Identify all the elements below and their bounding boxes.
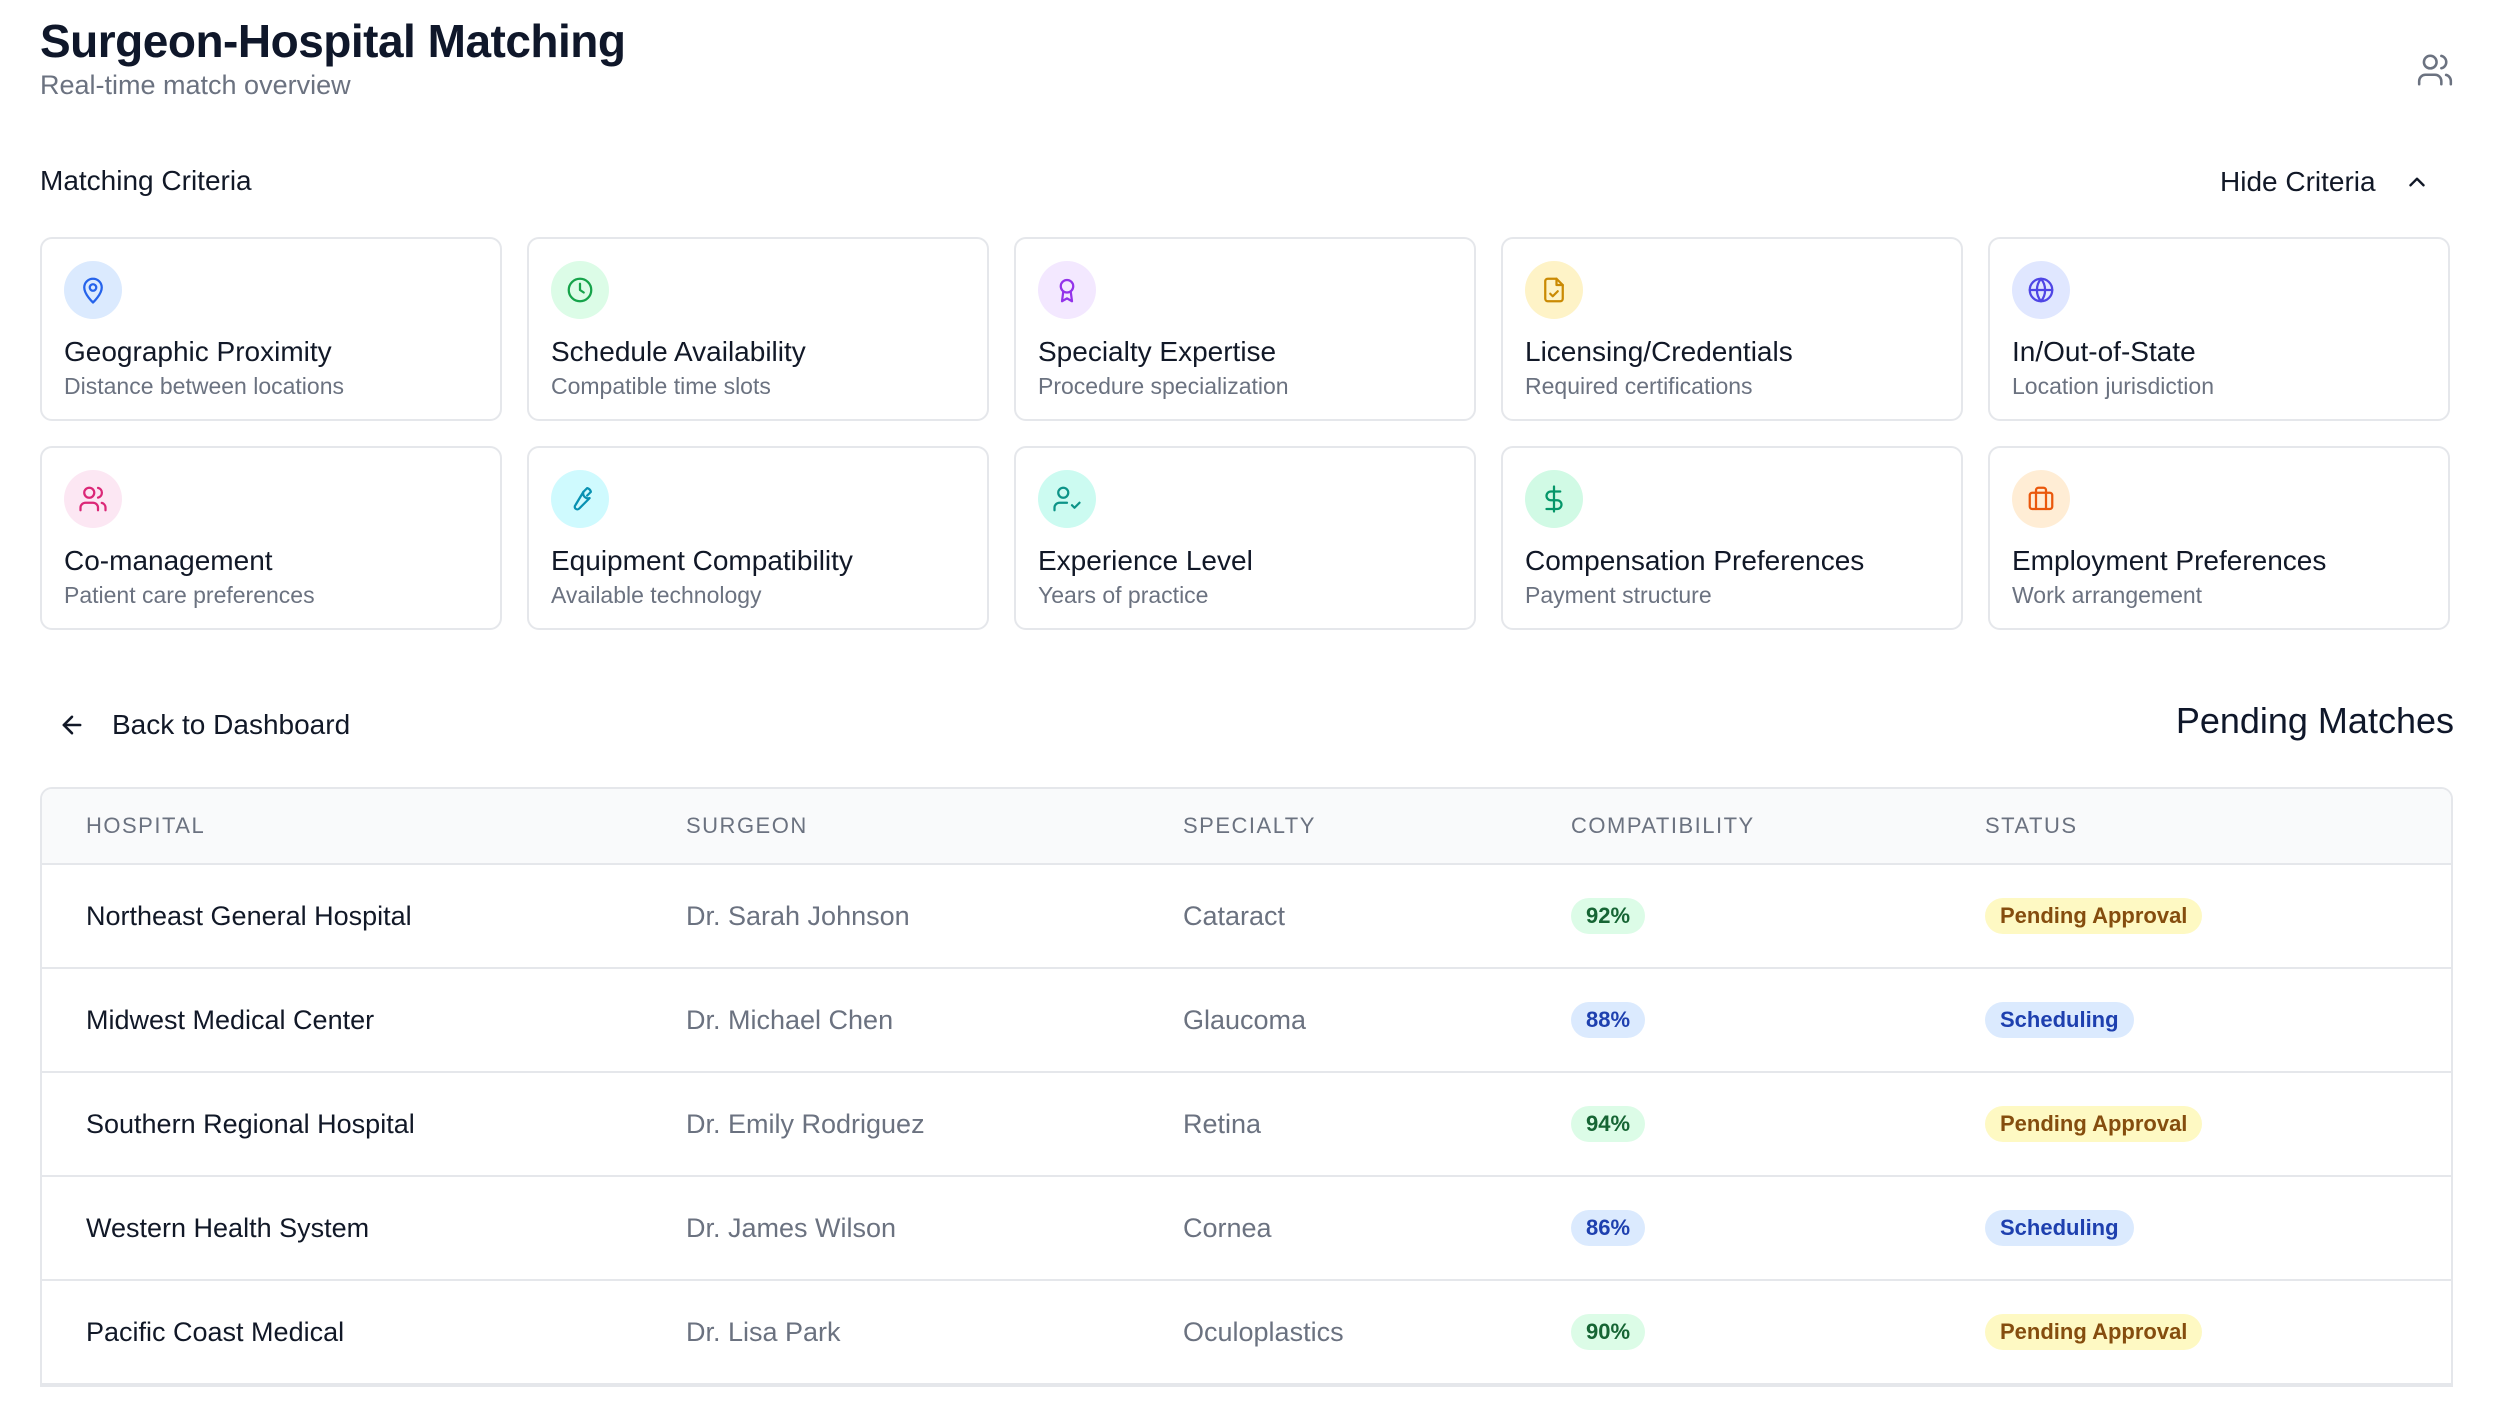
- specialty-cell: Retina: [1183, 1108, 1262, 1139]
- back-to-dashboard-label: Back to Dashboard: [112, 709, 351, 740]
- criteria-card-title: Licensing/Credentials: [1525, 336, 1793, 367]
- criteria-card-title: Specialty Expertise: [1038, 336, 1277, 367]
- criteria-card-geographic-proximity[interactable]: Geographic Proximity Distance between loc…: [40, 237, 502, 421]
- page-title: Surgeon-Hospital Matching: [40, 15, 626, 67]
- criteria-card-title: In/Out-of-State: [2012, 336, 2196, 367]
- criteria-card-compensation-preferences[interactable]: Compensation Preferences Payment structur…: [1501, 446, 1963, 630]
- criteria-card-title: Employment Preferences: [2012, 545, 2327, 576]
- criteria-card-title: Experience Level: [1038, 545, 1253, 576]
- table-header-row: HOSPITAL SURGEON SPECIALTY COMPATIBILITY…: [42, 789, 2451, 865]
- hospital-cell: Midwest Medical Center: [86, 1004, 375, 1035]
- specialty-cell: Glaucoma: [1183, 1004, 1307, 1035]
- criteria-card-description: Compatible time slots: [551, 373, 771, 399]
- briefcase-icon: [2012, 470, 2070, 528]
- table-row[interactable]: Western Health System Dr. James Wilson Cor…: [42, 1176, 2451, 1280]
- table-row[interactable]: Midwest Medical Center Dr. Michael Chen Gl…: [42, 968, 2451, 1072]
- compatibility-badge: 92%: [1571, 898, 1646, 934]
- column-header-specialty[interactable]: SPECIALTY: [1183, 789, 1571, 865]
- compatibility-badge: 88%: [1571, 1002, 1646, 1038]
- dollar-icon: [1525, 470, 1583, 528]
- status-badge: Scheduling: [1985, 1002, 2134, 1038]
- specialty-cell: Oculoplastics: [1183, 1316, 1344, 1347]
- column-header-status[interactable]: STATUS: [1985, 789, 2451, 865]
- hospital-cell: Pacific Coast Medical: [86, 1316, 345, 1347]
- criteria-card-description: Years of practice: [1038, 582, 1209, 608]
- pending-matches-title: Pending Matches: [2175, 700, 2454, 741]
- criteria-card-licensing-credentials[interactable]: Licensing/Credentials Required certificat…: [1501, 237, 1963, 421]
- surgeon-cell: Dr. Emily Rodriguez: [686, 1108, 925, 1139]
- column-header-surgeon[interactable]: SURGEON: [686, 789, 1183, 865]
- criteria-card-in-out-of-state[interactable]: In/Out-of-State Location jurisdiction: [1988, 237, 2450, 421]
- hide-criteria-button[interactable]: Hide Criteria: [2220, 160, 2430, 204]
- status-badge: Pending Approval: [1985, 898, 2203, 934]
- surgeon-cell: Dr. Michael Chen: [686, 1004, 894, 1035]
- arrow-left-icon: [62, 715, 82, 735]
- page-subtitle: Real-time match overview: [40, 70, 351, 100]
- criteria-card-schedule-availability[interactable]: Schedule Availability Compatible time slo…: [527, 237, 989, 421]
- criteria-card-title: Compensation Preferences: [1525, 545, 1865, 576]
- users-icon[interactable]: [2415, 50, 2455, 90]
- column-header-hospital[interactable]: HOSPITAL: [42, 789, 686, 865]
- users-icon: [64, 470, 122, 528]
- criteria-grid: Geographic Proximity Distance between loc…: [40, 237, 2453, 630]
- criteria-heading: Matching Criteria: [40, 165, 252, 196]
- back-to-dashboard-link[interactable]: Back to Dashboard: [58, 702, 350, 748]
- chevron-up-icon: [2408, 177, 2425, 187]
- award-icon: [1038, 261, 1096, 319]
- criteria-card-co-management[interactable]: Co-management Patient care preferences: [40, 446, 502, 630]
- wrench-icon: [551, 470, 609, 528]
- criteria-card-description: Payment structure: [1525, 582, 1712, 608]
- column-header-compatibility[interactable]: COMPATIBILITY: [1571, 789, 1985, 865]
- hospital-cell: Southern Regional Hospital: [86, 1108, 415, 1139]
- criteria-card-title: Co-management: [64, 545, 273, 576]
- criteria-card-description: Patient care preferences: [64, 582, 315, 608]
- matches-table: HOSPITAL SURGEON SPECIALTY COMPATIBILITY…: [40, 787, 2453, 1387]
- criteria-card-experience-level[interactable]: Experience Level Years of practice: [1014, 446, 1476, 630]
- specialty-cell: Cataract: [1183, 900, 1286, 931]
- criteria-card-description: Required certifications: [1525, 373, 1753, 399]
- table-row[interactable]: Southern Regional Hospital Dr. Emily Rodr…: [42, 1072, 2451, 1176]
- criteria-card-equipment-compatibility[interactable]: Equipment Compatibility Available technol…: [527, 446, 989, 630]
- criteria-card-employment-preferences[interactable]: Employment Preferences Work arrangement: [1988, 446, 2450, 630]
- criteria-card-description: Work arrangement: [2012, 582, 2203, 608]
- table-row[interactable]: Northeast General Hospital Dr. Sarah John…: [42, 864, 2451, 968]
- status-badge: Pending Approval: [1985, 1106, 2203, 1142]
- surgeon-cell: Dr. James Wilson: [686, 1212, 897, 1243]
- criteria-card-description: Available technology: [551, 582, 762, 608]
- hospital-cell: Northeast General Hospital: [86, 900, 412, 931]
- hide-criteria-label: Hide Criteria: [2220, 166, 2376, 197]
- criteria-card-title: Schedule Availability: [551, 336, 806, 367]
- criteria-card-specialty-expertise[interactable]: Specialty Expertise Procedure specializat…: [1014, 237, 1476, 421]
- compatibility-badge: 90%: [1571, 1314, 1646, 1350]
- compatibility-badge: 86%: [1571, 1210, 1646, 1246]
- map-pin-icon: [64, 261, 122, 319]
- globe-icon: [2012, 261, 2070, 319]
- hospital-cell: Western Health System: [86, 1212, 370, 1243]
- clock-icon: [551, 261, 609, 319]
- compatibility-badge: 94%: [1571, 1106, 1646, 1142]
- criteria-card-description: Distance between locations: [64, 373, 344, 399]
- surgeon-cell: Dr. Sarah Johnson: [686, 900, 910, 931]
- criteria-card-title: Geographic Proximity: [64, 336, 332, 367]
- criteria-card-description: Location jurisdiction: [2012, 373, 2215, 399]
- user-check-icon: [1038, 470, 1096, 528]
- criteria-card-title: Equipment Compatibility: [551, 545, 853, 576]
- surgeon-cell: Dr. Lisa Park: [686, 1316, 841, 1347]
- criteria-card-description: Procedure specialization: [1038, 373, 1289, 399]
- file-check-icon: [1525, 261, 1583, 319]
- status-badge: Scheduling: [1985, 1210, 2134, 1246]
- specialty-cell: Cornea: [1183, 1212, 1272, 1243]
- table-row[interactable]: Pacific Coast Medical Dr. Lisa Park Oculop…: [42, 1280, 2451, 1384]
- status-badge: Pending Approval: [1985, 1314, 2203, 1350]
